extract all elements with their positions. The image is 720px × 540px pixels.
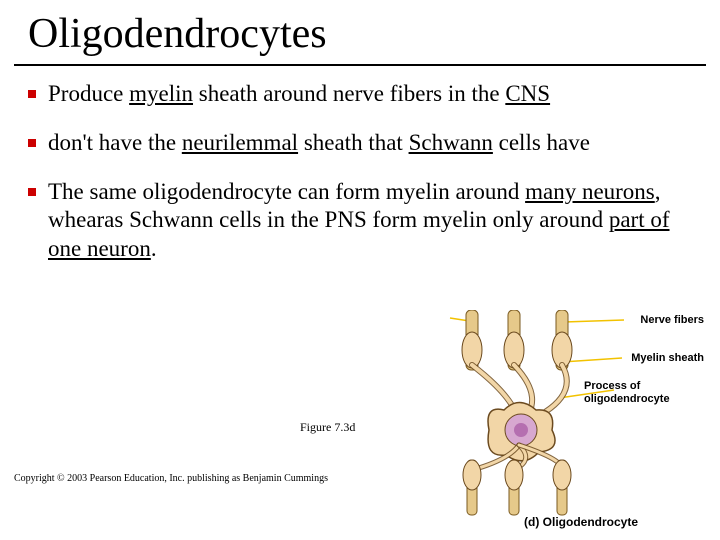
main-content: Produce myelin sheath around nerve fiber… [0,80,720,264]
label-myelin-sheath: Myelin sheath [631,352,704,365]
page-title: Oligodendrocytes [28,10,692,58]
figure-sub-caption: (d) Oligodendrocyte [524,516,638,530]
label-nerve-fibers: Nerve fibers [640,314,704,327]
bullet-marker [28,139,36,147]
copyright: Copyright © 2003 Pearson Education, Inc.… [14,473,328,484]
bullet-text: Produce myelin sheath around nerve fiber… [48,80,692,109]
bullet-text: don't have the neurilemmal sheath that S… [48,129,692,158]
bullet-marker [28,90,36,98]
oligodendrocyte-svg [444,310,704,530]
figure-caption: Figure 7.3d [300,420,355,435]
label-process: Process of oligodendrocyte [584,380,704,405]
title-divider [14,64,706,66]
bullet-item: The same oligodendrocyte can form myelin… [28,178,692,264]
bullet-text: The same oligodendrocyte can form myelin… [48,178,692,264]
bullet-marker [28,188,36,196]
bullet-item: don't have the neurilemmal sheath that S… [28,129,692,158]
bullet-item: Produce myelin sheath around nerve fiber… [28,80,692,109]
oligodendrocyte-figure: Nerve fibers Myelin sheath Process of ol… [444,310,704,530]
